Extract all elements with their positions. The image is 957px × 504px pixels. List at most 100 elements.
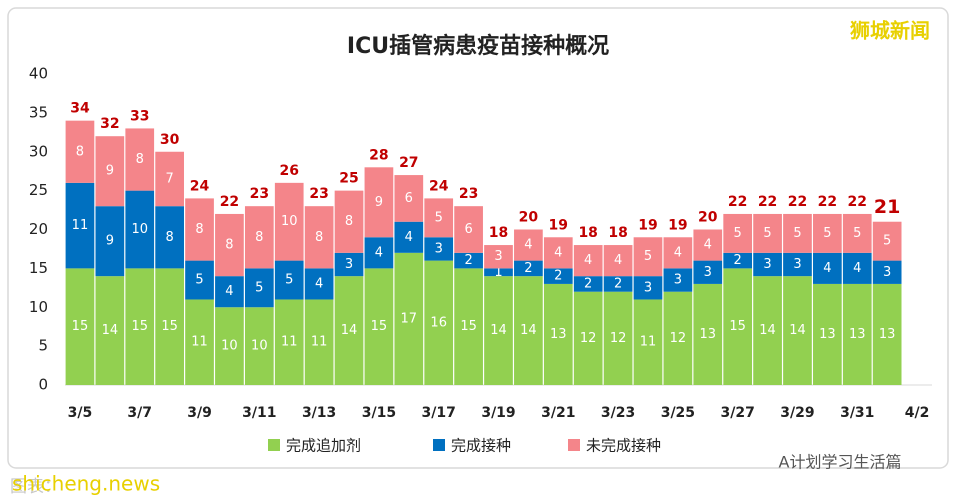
bar-value-label: 11: [72, 218, 89, 233]
bar-value-label: 2: [554, 269, 562, 284]
bar-segment: [484, 276, 513, 385]
bar-value-label: 12: [580, 331, 597, 346]
bar-value-label: 3: [674, 273, 682, 288]
total-label: 23: [459, 186, 478, 202]
bar-segment: [603, 276, 633, 292]
bar-segment: [514, 276, 543, 385]
bar-value-label: 12: [670, 331, 687, 346]
bar-value-label: 4: [524, 238, 532, 253]
bar-value-label: 15: [161, 319, 178, 334]
chart-title: ICU插管病患疫苗接种概况: [347, 33, 609, 59]
bar-segment: [274, 260, 304, 300]
bar-segment: [334, 190, 364, 253]
total-label: 18: [489, 225, 508, 241]
bar-value-label: 9: [375, 195, 383, 210]
bar-value-label: 8: [255, 230, 263, 245]
bar-segment: [663, 268, 693, 292]
bar-segment: [364, 167, 394, 238]
total-label: 22: [728, 194, 747, 210]
bar-segment: [454, 252, 483, 269]
x-tick-label: 3/7: [127, 405, 152, 421]
total-label: 22: [848, 194, 867, 210]
x-tick-label: 3/17: [422, 405, 456, 421]
bar-value-label: 2: [584, 276, 592, 291]
bar-value-label: 5: [644, 249, 652, 264]
bar-value-label: 5: [883, 234, 891, 249]
x-tick-label: 3/11: [242, 405, 276, 421]
total-label: 18: [608, 225, 627, 241]
bar-value-label: 15: [131, 319, 148, 334]
bar-value-label: 14: [759, 323, 776, 338]
bar-segment: [663, 237, 693, 269]
y-tick-label: 25: [29, 181, 48, 199]
bar-value-label: 8: [345, 214, 353, 229]
bar-segment: [334, 252, 364, 277]
bar-segment: [274, 299, 304, 385]
bar-segment: [304, 206, 334, 269]
legend-swatch: [568, 439, 580, 451]
bar-segment: [215, 307, 244, 385]
bar-segment: [304, 268, 334, 300]
bar-segment: [155, 151, 184, 207]
bar-segment: [783, 213, 812, 253]
bar-value-label: 13: [550, 327, 567, 342]
bar-segment: [394, 175, 424, 222]
bar-value-label: 5: [435, 210, 443, 225]
x-tick-label: 3/31: [840, 405, 874, 421]
x-tick-label: 3/23: [601, 405, 635, 421]
bar-segment: [753, 276, 782, 385]
bar-segment: [723, 268, 753, 385]
bar-segment: [633, 276, 663, 300]
bar-segment: [155, 268, 184, 385]
x-tick-label: 3/29: [780, 405, 814, 421]
bar-value-label: 14: [102, 323, 119, 338]
footer-left: shicheng.news: [12, 472, 160, 496]
y-tick-label: 15: [29, 259, 48, 277]
bar-segment: [364, 268, 394, 385]
bar-value-label: 5: [793, 226, 801, 241]
bar-value-label: 2: [464, 253, 472, 268]
bar-segment: [244, 307, 274, 385]
x-tick-label: 3/21: [541, 405, 575, 421]
total-label: 19: [668, 217, 687, 233]
bar-segment: [543, 283, 573, 385]
total-label: 20: [698, 210, 718, 226]
bar-segment: [484, 268, 513, 277]
bar-value-label: 5: [285, 273, 293, 288]
bar-value-label: 8: [195, 222, 203, 237]
bar-value-label: 10: [131, 222, 148, 237]
total-label: 21: [874, 196, 900, 218]
bar-segment: [813, 283, 842, 385]
bar-segment: [65, 120, 95, 183]
bar-value-label: 4: [853, 261, 861, 276]
bar-value-label: 5: [823, 226, 831, 241]
bar-segment: [454, 206, 483, 253]
watermark: 狮城新闻: [850, 19, 930, 43]
bar-value-label: 8: [76, 144, 84, 159]
bar-value-label: 5: [734, 226, 742, 241]
total-label: 33: [130, 108, 149, 124]
y-tick-label: 0: [38, 376, 48, 394]
bar-value-label: 3: [763, 257, 771, 272]
bar-segment: [185, 198, 214, 261]
legend-swatch: [268, 439, 280, 451]
bar-segment: [334, 276, 364, 385]
bar-value-label: 14: [789, 323, 806, 338]
bar-segment: [783, 276, 812, 385]
bar-value-label: 3: [644, 280, 652, 295]
bar-value-label: 15: [460, 319, 477, 334]
bar-value-label: 15: [371, 319, 388, 334]
bar-segment: [424, 198, 454, 238]
total-label: 28: [369, 147, 388, 163]
bar-segment: [872, 260, 902, 284]
bar-segment: [543, 268, 573, 284]
bar-segment: [543, 237, 573, 269]
bar-segment: [753, 252, 782, 277]
bar-segment: [872, 221, 902, 261]
bar-value-label: 5: [255, 280, 263, 295]
x-tick-label: 3/25: [661, 405, 695, 421]
bar-segment: [424, 260, 454, 385]
bar-value-label: 2: [524, 261, 532, 276]
bar-value-label: 3: [704, 265, 712, 280]
total-label: 19: [549, 217, 568, 233]
